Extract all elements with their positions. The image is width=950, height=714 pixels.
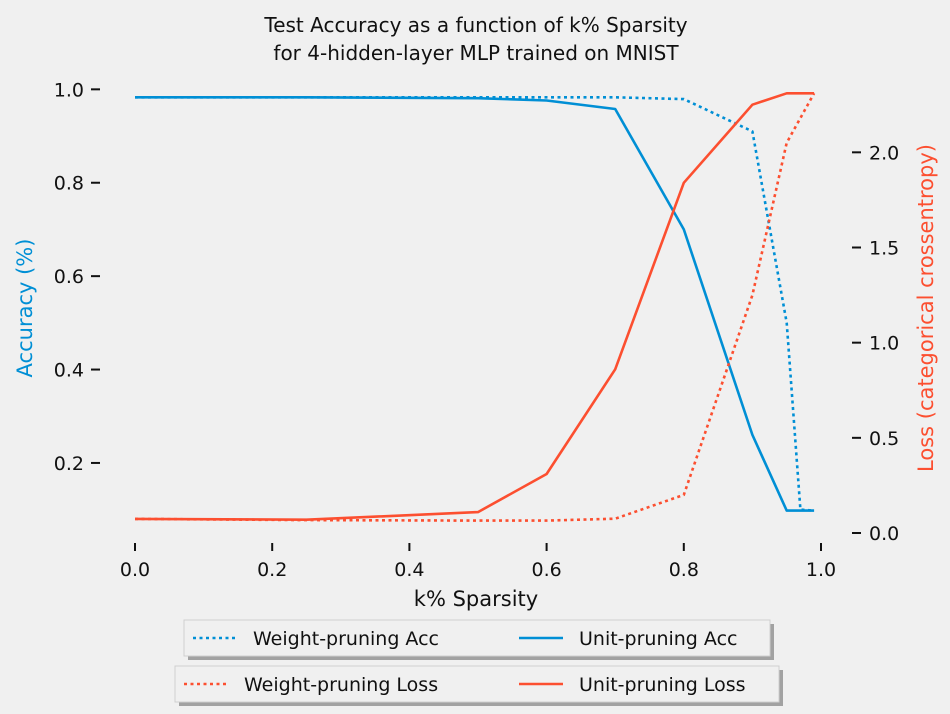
legend-label: Weight-pruning Loss (244, 674, 438, 696)
legend-box-2: Weight-pruning Loss Unit-pruning Loss (174, 665, 783, 706)
chart-title: Test Accuracy as a function of k% Sparsi… (263, 13, 687, 65)
x-tick-label: 0.8 (669, 559, 699, 581)
legend-label: Weight-pruning Acc (253, 628, 439, 650)
y-right-tick-label: 0.5 (869, 428, 899, 450)
x-tick-label: 0.0 (120, 559, 150, 581)
x-tick-label: 1.0 (806, 559, 836, 581)
legend-label: Unit-pruning Loss (579, 674, 746, 696)
axes: 0.0 0.2 0.4 0.6 0.8 1.0 0.2 0.4 0.6 0.8 1.0 0.0 0.5 1… (54, 79, 899, 581)
y-left-tick-label: 0.6 (54, 266, 84, 288)
y-right-tick-label: 1.5 (869, 237, 899, 259)
legend-box-1: Weight-pruning Acc Unit-pruning Acc (183, 619, 774, 660)
x-tick-label: 0.6 (531, 559, 561, 581)
y-left-tick-label: 0.2 (54, 453, 84, 475)
y-right-tick-label: 2.0 (869, 142, 899, 164)
y-right-tick-label: 1.0 (869, 333, 899, 355)
legends: Weight-pruning Acc Unit-pruning AccWeight… (174, 619, 783, 706)
series-line-unit-pruning-acc (135, 96, 815, 512)
chart-title-line-2: for 4-hidden-layer MLP trained on MNIST (273, 41, 679, 65)
x-axis-label: k% Sparsity (414, 587, 538, 611)
series-lines (134, 92, 816, 522)
chart-title-line-1: Test Accuracy as a function of k% Sparsi… (263, 13, 687, 37)
y-axis-label-right: Loss (categorical crossentropy) (914, 144, 938, 472)
y-left-tick-label: 1.0 (54, 79, 84, 101)
series-line-unit-pruning-loss (134, 92, 815, 522)
legend-label: Unit-pruning Acc (579, 628, 737, 650)
legend-frame (183, 619, 771, 657)
legend-frame (174, 665, 780, 703)
y-axis-label-left: Accuracy (%) (13, 239, 37, 378)
y-left-tick-label: 0.8 (54, 173, 84, 195)
series-line-weight-pruning-loss (134, 92, 816, 522)
y-right-tick-label: 0.0 (869, 523, 899, 545)
x-tick-label: 0.2 (257, 559, 287, 581)
series-line-weight-pruning-acc (135, 96, 815, 512)
y-left-tick-label: 0.4 (54, 360, 84, 382)
x-tick-label: 0.4 (394, 559, 424, 581)
